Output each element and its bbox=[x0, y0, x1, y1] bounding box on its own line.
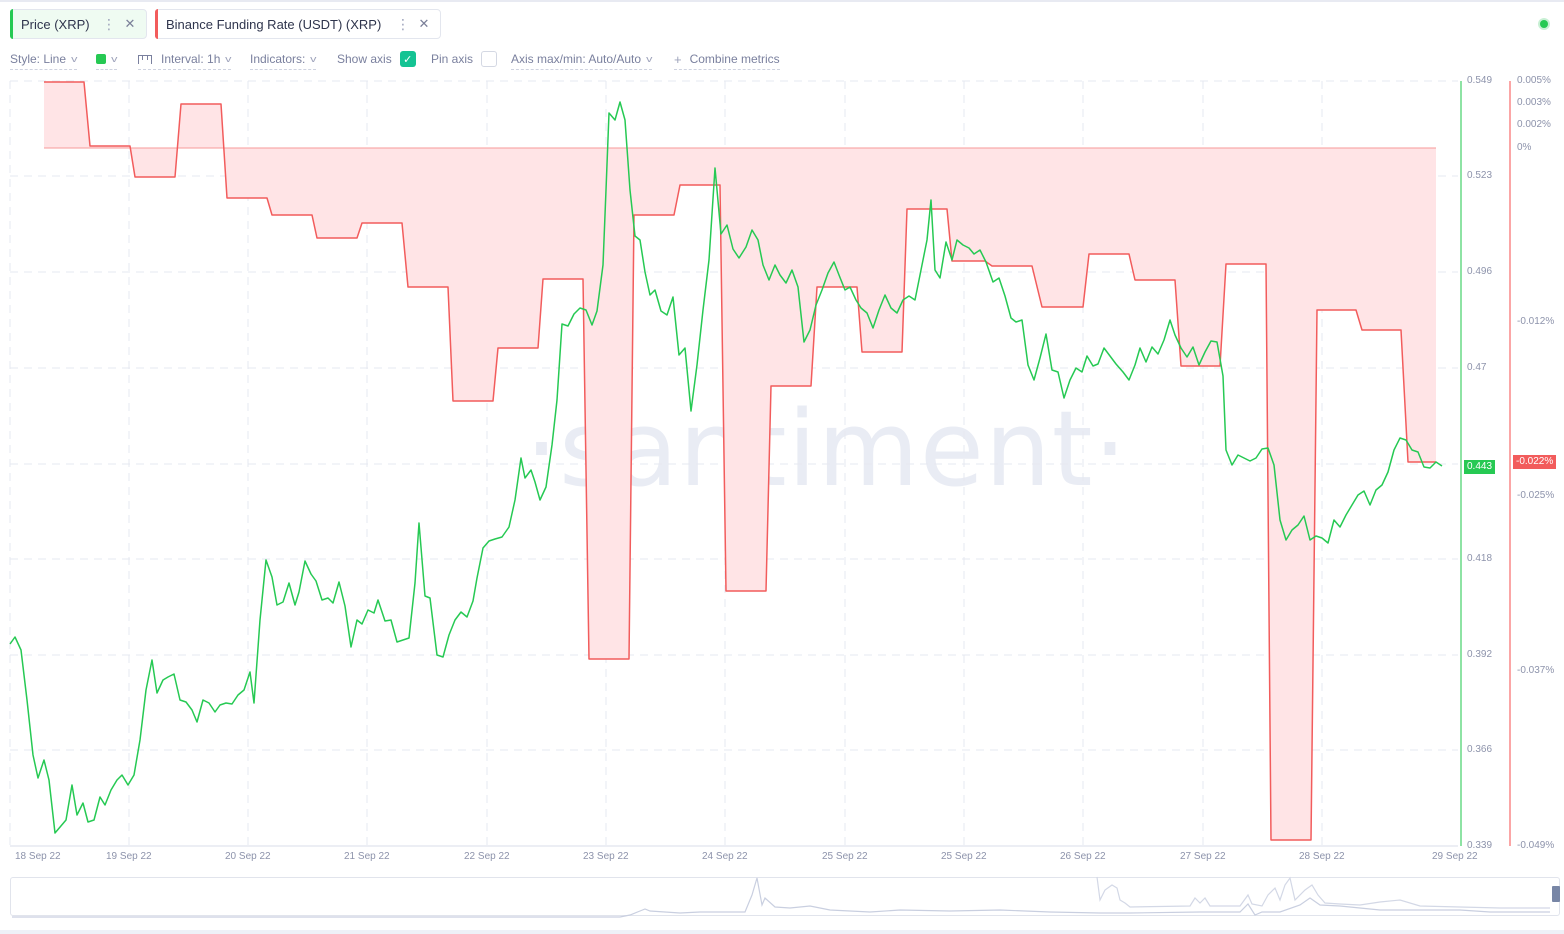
x-axis-tick: 19 Sep 22 bbox=[106, 851, 152, 862]
show-axis-toggle[interactable]: Show axis ✓ bbox=[337, 50, 416, 70]
price-axis-tick: 0.366 bbox=[1467, 744, 1493, 755]
chevron-down-icon: v bbox=[71, 54, 78, 64]
x-axis-tick: 18 Sep 22 bbox=[15, 851, 61, 862]
funding-rate-line bbox=[44, 81, 1436, 841]
funding-axis-tick: -0.037% bbox=[1517, 665, 1555, 676]
timeline-navigator[interactable] bbox=[10, 877, 1560, 916]
price-axis-tick: 0.339 bbox=[1467, 840, 1493, 851]
x-axis-tick: 26 Sep 22 bbox=[1060, 851, 1106, 862]
price-axis-tick: 0.523 bbox=[1467, 170, 1493, 181]
funding-rate-area bbox=[44, 82, 1436, 840]
navigator-drag-handle[interactable] bbox=[1552, 886, 1560, 902]
live-status-indicator bbox=[1538, 18, 1550, 30]
x-axis-tick: 23 Sep 22 bbox=[583, 851, 629, 862]
chevron-down-icon: v bbox=[310, 54, 317, 64]
price-line bbox=[9, 101, 1443, 834]
metric-color-bar bbox=[10, 9, 13, 39]
pin-axis-toggle[interactable]: Pin axis bbox=[431, 50, 498, 70]
x-axis-tick: 22 Sep 22 bbox=[464, 851, 510, 862]
x-axis-tick: 29 Sep 22 bbox=[1432, 851, 1478, 862]
x-axis-tick: 24 Sep 22 bbox=[702, 851, 748, 862]
price-axis-tick: 0.496 bbox=[1467, 266, 1493, 277]
chevron-down-icon: v bbox=[111, 54, 118, 64]
style-label: Style: Line bbox=[10, 52, 67, 66]
x-axis-tick: 28 Sep 22 bbox=[1299, 851, 1345, 862]
funding-axis-tick: 0.002% bbox=[1517, 119, 1551, 130]
price-axis-tick: 0.418 bbox=[1467, 553, 1493, 564]
checkbox-unchecked-icon[interactable] bbox=[481, 51, 498, 67]
funding-axis-tick: -0.012% bbox=[1517, 316, 1555, 327]
combine-metrics-label: Combine metrics bbox=[689, 52, 780, 66]
close-icon[interactable]: ✕ bbox=[124, 16, 136, 31]
x-axis-tick: 21 Sep 22 bbox=[344, 851, 390, 862]
metric-tab-price[interactable]: Price (XRP) ⋮ ✕ bbox=[10, 9, 147, 39]
price-axis-tick: 0.47 bbox=[1467, 362, 1487, 373]
metric-tab-label: Binance Funding Rate (USDT) (XRP) bbox=[166, 16, 382, 32]
checkbox-checked-icon[interactable]: ✓ bbox=[399, 51, 416, 67]
pin-axis-label: Pin axis bbox=[431, 52, 474, 66]
axis-maxmin-label: Axis max/min: Auto/Auto bbox=[511, 52, 642, 66]
metric-tab-label: Price (XRP) bbox=[21, 16, 90, 32]
metric-tab-funding-rate[interactable]: Binance Funding Rate (USDT) (XRP) ⋮ ✕ bbox=[155, 9, 441, 39]
funding-axis-tick: 0.003% bbox=[1517, 97, 1551, 108]
interval-label: Interval: 1h bbox=[161, 52, 221, 66]
axis-maxmin-dropdown[interactable]: Axis max/min: Auto/Auto v bbox=[511, 50, 652, 70]
price-axis-tick: 0.549 bbox=[1467, 75, 1493, 86]
funding-axis-tick: -0.025% bbox=[1517, 490, 1555, 501]
x-axis-tick: 25 Sep 22 bbox=[941, 851, 987, 862]
funding-current-badge: -0.022% bbox=[1513, 455, 1557, 469]
chevron-down-icon: v bbox=[646, 54, 653, 64]
funding-axis-tick: 0.005% bbox=[1517, 75, 1551, 86]
bottom-divider bbox=[0, 930, 1564, 934]
x-axis-tick: 25 Sep 22 bbox=[822, 851, 868, 862]
indicators-dropdown[interactable]: Indicators: v bbox=[250, 50, 317, 70]
close-icon[interactable]: ✕ bbox=[418, 16, 430, 31]
indicators-label: Indicators: bbox=[250, 52, 306, 66]
combine-metrics-button[interactable]: + Combine metrics bbox=[674, 50, 780, 70]
kebab-icon[interactable]: ⋮ bbox=[102, 15, 116, 32]
chevron-down-icon: v bbox=[225, 54, 232, 64]
show-axis-label: Show axis bbox=[337, 52, 392, 66]
x-axis-tick: 27 Sep 22 bbox=[1180, 851, 1226, 862]
live-dot-icon bbox=[1540, 20, 1548, 28]
x-axis-tick: 20 Sep 22 bbox=[225, 851, 271, 862]
ruler-icon bbox=[138, 54, 152, 64]
metric-color-bar bbox=[155, 9, 158, 39]
plus-icon: + bbox=[674, 51, 682, 67]
interval-dropdown[interactable]: Interval: 1h v bbox=[138, 50, 232, 70]
style-dropdown[interactable]: Style: Line v bbox=[10, 50, 77, 70]
top-divider bbox=[0, 0, 1564, 2]
funding-axis-tick: -0.049% bbox=[1517, 840, 1555, 851]
price-current-badge: 0.443 bbox=[1464, 460, 1496, 474]
metric-tabs: Price (XRP) ⋮ ✕ Binance Funding Rate (US… bbox=[10, 9, 441, 39]
price-axis-tick: 0.392 bbox=[1467, 649, 1493, 660]
kebab-icon[interactable]: ⋮ bbox=[396, 15, 410, 32]
color-picker[interactable]: v bbox=[96, 50, 117, 70]
funding-axis-tick: 0% bbox=[1517, 142, 1532, 153]
color-swatch-icon bbox=[96, 54, 106, 64]
